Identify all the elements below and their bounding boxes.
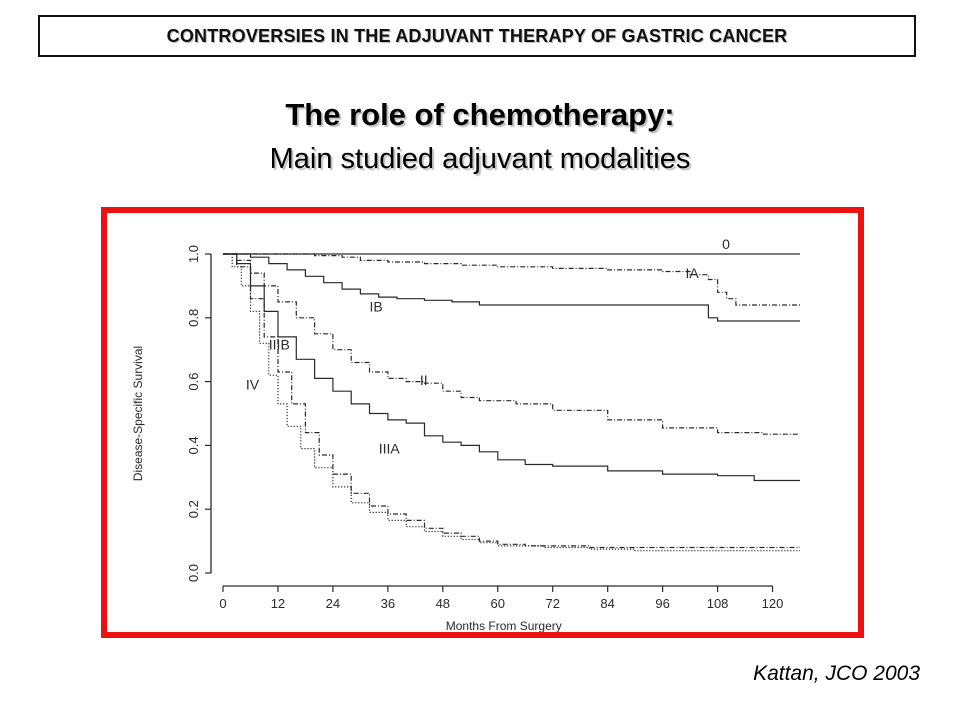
slide-title: The role of chemotherapy:	[285, 97, 675, 132]
x-tick-label: 0	[219, 596, 226, 611]
slide-subtitle: Main studied adjuvant modalities	[269, 143, 691, 175]
curve-label-0: 0	[722, 236, 730, 252]
x-tick-label: 24	[326, 596, 340, 611]
x-tick-label: 36	[381, 596, 395, 611]
header-banner: CONTROVERSIES IN THE ADJUVANT THERAPY OF…	[38, 15, 916, 57]
chart-frame: 0 12 24 36 48 60 72 84 96 108 120 0.0 0.2 0.4 0.6 0.8 1.…	[101, 207, 864, 638]
survival-chart: 0 12 24 36 48 60 72 84 96 108 120 0.0 0.2 0.4 0.6 0.8 1.…	[131, 236, 800, 632]
x-tick-label: 60	[491, 596, 505, 611]
curve-label-iiib: IIIB	[269, 337, 290, 353]
x-tick-label: 84	[600, 596, 614, 611]
series-line-ib	[223, 253, 800, 322]
x-tick-label: 48	[436, 596, 450, 611]
y-tick-label: 0.2	[186, 500, 201, 518]
y-tick-label: 1.0	[186, 245, 201, 263]
y-axis-label: Disease-Specific Survival	[131, 346, 145, 481]
x-tick-label: 108	[707, 596, 729, 611]
series-line-ii	[223, 253, 800, 435]
series-line-iiib	[223, 253, 800, 549]
curve-label-ii: II	[420, 372, 428, 388]
series-line-iiia	[223, 253, 800, 482]
y-tick-label: 0.0	[186, 564, 201, 582]
x-tick-label: 12	[271, 596, 285, 611]
x-tick-label: 96	[655, 596, 669, 611]
curve-label-iv: IV	[246, 377, 260, 393]
x-tick-label: 72	[545, 596, 559, 611]
x-tick-label: 120	[762, 596, 784, 611]
y-tick-label: 0.8	[186, 309, 201, 327]
series-line-iv	[223, 253, 800, 552]
series-line-ia	[223, 253, 800, 306]
curve-label-ib: IB	[370, 298, 383, 314]
citation: Kattan, JCO 2003	[753, 662, 920, 685]
y-tick-label: 0.6	[186, 373, 201, 391]
y-tick-label: 0.4	[186, 436, 201, 454]
curve-label-ia: IA	[686, 265, 700, 281]
curve-label-iiia: IIIA	[379, 440, 401, 456]
header-text: CONTROVERSIES IN THE ADJUVANT THERAPY OF…	[166, 25, 788, 46]
x-axis-label: Months From Surgery	[446, 619, 562, 632]
